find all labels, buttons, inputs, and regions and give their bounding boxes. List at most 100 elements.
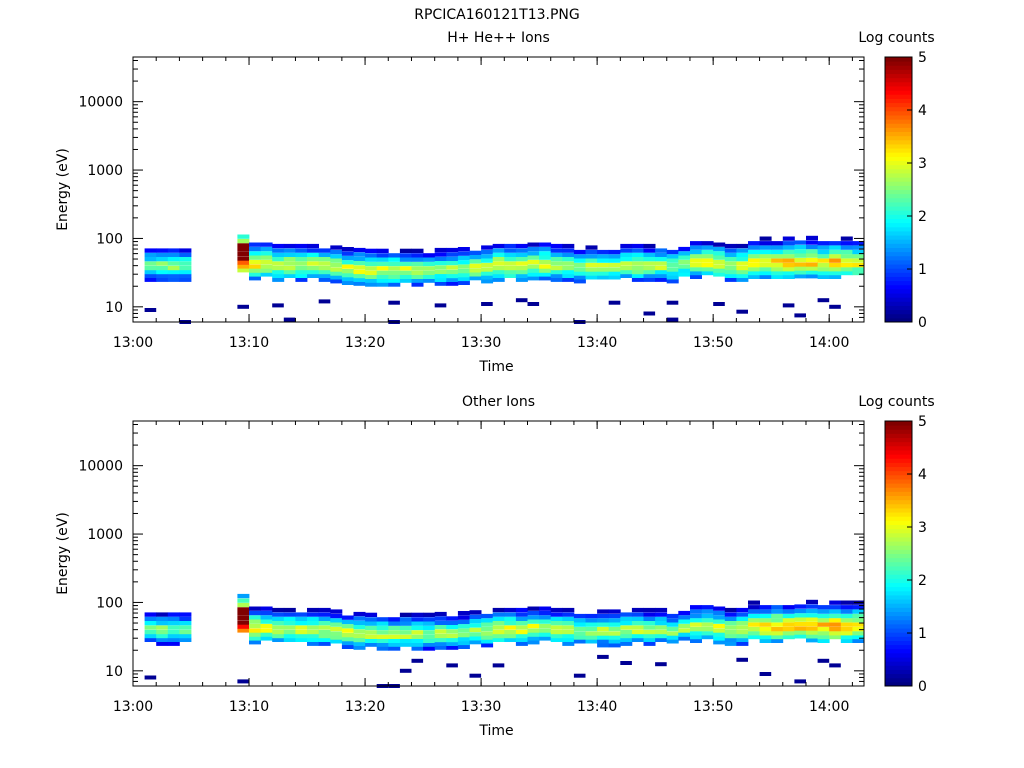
spectrogram-cell [585, 271, 598, 276]
spectrogram-cell [748, 274, 760, 279]
spectrogram-cell [481, 279, 494, 284]
spectrogram-cell [249, 255, 261, 260]
spectrogram-cell [515, 261, 528, 266]
x-axis-label: Time [478, 359, 513, 375]
spectrogram-cell [341, 260, 354, 265]
spectrogram-cell [376, 257, 389, 262]
spectrogram-cell [736, 616, 749, 621]
spectrogram-cell [446, 645, 459, 650]
spectrogram-cell [492, 612, 505, 617]
spectrogram-cell [527, 242, 540, 247]
spectrogram-cell [318, 616, 331, 621]
spectrogram-cell [817, 609, 830, 614]
spectrogram-cell [237, 260, 250, 265]
spectrogram-cell [423, 253, 436, 258]
spectrogram-cell [771, 249, 784, 255]
spectrogram-cell [748, 627, 760, 632]
spectrogram-cell [341, 269, 354, 274]
spectrogram-cell [469, 610, 482, 615]
spectrogram-cell [748, 605, 760, 610]
spectrogram-cell [307, 637, 319, 642]
spectrogram-cell [643, 625, 656, 630]
spectrogram-cell [713, 246, 726, 252]
colorbar-segment [885, 603, 912, 608]
low-count-speckle [829, 304, 841, 309]
spectrogram-cell [295, 616, 308, 621]
spectrogram-cell [678, 251, 691, 256]
spectrogram-cell [690, 254, 702, 259]
spectrogram-cell [562, 625, 575, 630]
spectrogram-cell [852, 267, 865, 272]
colorbar-segment [885, 57, 912, 62]
spectrogram-cell [724, 629, 737, 635]
spectrogram-cell [620, 612, 633, 617]
spectrogram-cell [399, 266, 412, 271]
colorbar-frame [884, 56, 913, 323]
spectrogram-cell [376, 625, 389, 631]
spectrogram-cell [736, 641, 749, 646]
spectrogram-cell [446, 629, 459, 634]
spectrogram-cell [457, 269, 470, 274]
spectrogram-cell [562, 243, 575, 249]
spectrogram-cell [156, 269, 169, 275]
spectrogram-cell [423, 270, 436, 275]
spectrogram-cell [365, 621, 378, 626]
spectrogram-cell [806, 262, 818, 267]
spectrogram-cell [620, 637, 633, 642]
spectrogram-cell [156, 633, 169, 639]
colorbar-segment [885, 594, 912, 600]
spectrogram-cell [399, 638, 412, 643]
spectrogram-cell [283, 248, 296, 253]
spectrogram-cell [550, 248, 563, 253]
spectrogram-cell [620, 257, 633, 262]
spectrogram-cell [481, 262, 494, 268]
colorbar-segment [885, 437, 912, 443]
spectrogram-cell [690, 274, 702, 279]
spectrogram-cell [608, 262, 621, 268]
colorbar-segment [885, 565, 912, 571]
spectrogram-cell [411, 278, 424, 283]
spectrogram-cell [504, 621, 517, 626]
spectrogram-cell [492, 621, 505, 626]
spectrogram-cell [794, 249, 807, 254]
spectrogram-cell [318, 633, 331, 639]
spectrogram-cell [353, 616, 366, 621]
spectrogram-cell [852, 627, 865, 632]
spectrogram-cell [666, 271, 679, 276]
spectrogram-cell [794, 613, 807, 618]
spectrogram-cell [585, 275, 598, 280]
low-count-speckle [272, 303, 284, 308]
spectrogram-cell [365, 253, 378, 258]
spectrogram-cell [365, 270, 378, 275]
colorbar-segment [885, 69, 912, 75]
spectrogram-cell [353, 256, 366, 261]
spectrogram-cell [759, 605, 772, 610]
spectrogram-cell [330, 609, 343, 614]
spectrogram-cell [782, 631, 795, 636]
spectrogram-cell [144, 616, 157, 621]
spectrogram-cell [539, 619, 552, 624]
spectrogram-cell [678, 268, 691, 273]
spectrogram-cell [631, 248, 644, 253]
spectrogram-cell [515, 616, 528, 621]
spectrogram-cell [562, 252, 575, 257]
spectrogram-cell [724, 637, 737, 642]
spectrogram-cell [167, 257, 180, 262]
spectrogram-cell [411, 621, 424, 626]
spectrogram-cell [365, 634, 378, 639]
spectrogram-cell [399, 612, 412, 617]
spectrogram-cell [817, 631, 830, 636]
spectrogram-cell [829, 263, 842, 268]
spectrogram-cell [573, 631, 586, 636]
spectrogram-cell [156, 248, 169, 253]
low-count-speckle [817, 658, 830, 663]
colorbar-segment [885, 632, 912, 637]
spectrogram-cell [840, 254, 853, 259]
spectrogram-cell [341, 264, 354, 269]
spectrogram-cell [237, 611, 250, 616]
spectrogram-cell [144, 277, 157, 282]
spectrogram-cell [283, 257, 296, 262]
spectrogram-cell [515, 612, 528, 617]
colorbar-tick-label: 1 [918, 626, 927, 642]
